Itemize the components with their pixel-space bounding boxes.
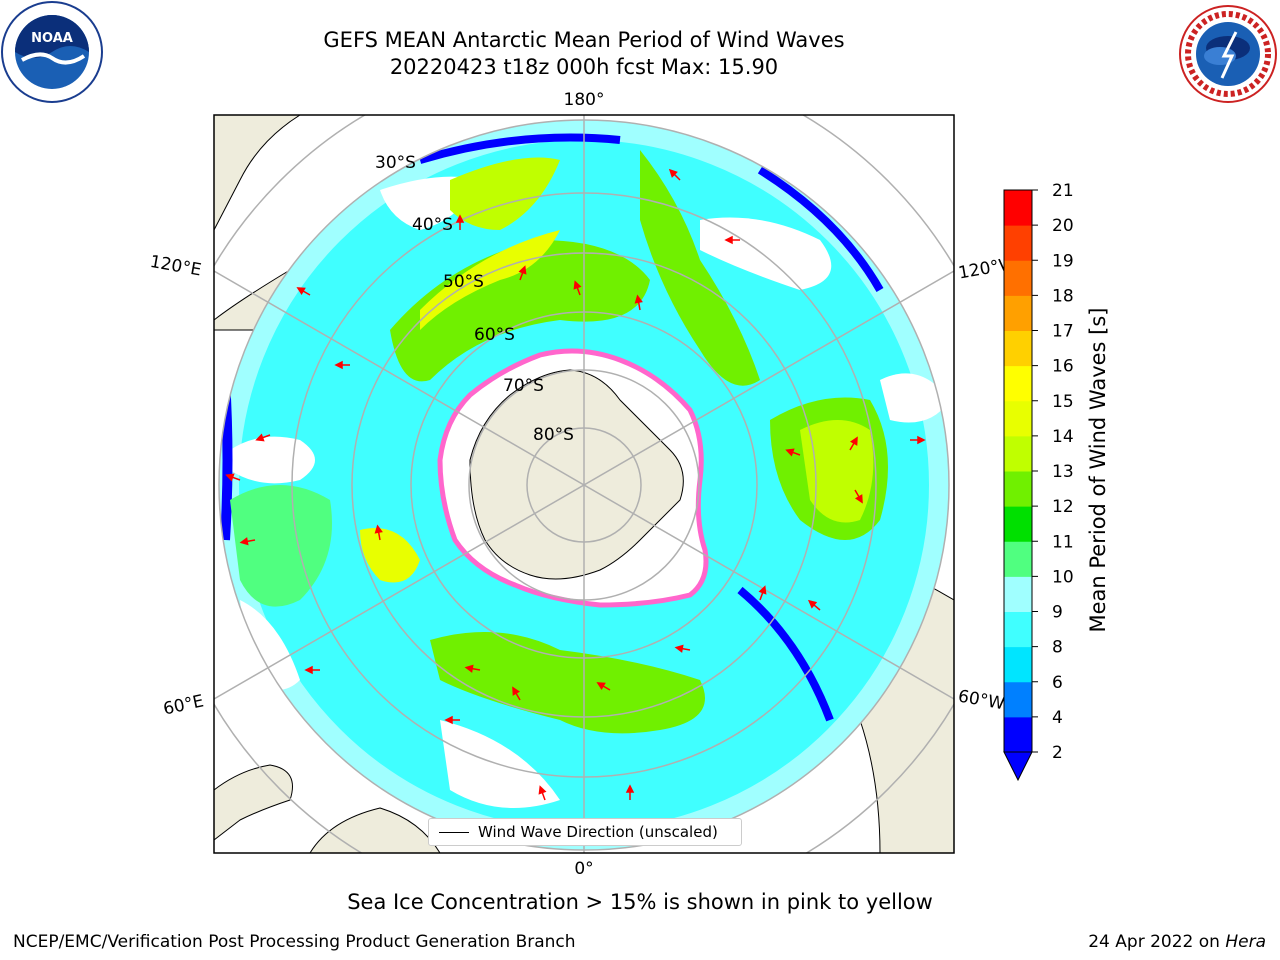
lon-label-120e: 120°E (148, 252, 202, 281)
lon-label-60e: 60°E (161, 691, 205, 719)
colorbar-segment (1004, 506, 1032, 542)
lat-label-80s: 80°S (533, 425, 574, 445)
colorbar-segment (1004, 471, 1032, 507)
lon-label-60w: 60°W (957, 686, 1007, 714)
colorbar-segment (1004, 576, 1032, 612)
colorbar-segment (1004, 541, 1032, 577)
colorbar-tick-label: 19 (1052, 251, 1074, 271)
lat-label-70s: 70°S (503, 376, 544, 396)
colorbar-tick-label: 4 (1052, 708, 1063, 728)
colorbar-tick-label: 14 (1052, 427, 1074, 447)
chart-subtitle-run: 20220423 t18z 000h fcst Max: 15.90 (389, 55, 779, 79)
footer-credit: NCEP/EMC/Verification Post Processing Pr… (13, 932, 576, 952)
noaa-logo-text: NOAA (31, 31, 73, 46)
colorbar-tick-label: 20 (1052, 216, 1074, 236)
colorbar-segment (1004, 330, 1032, 367)
noaa-logo: NOAA (1, 1, 103, 103)
nws-logo (1179, 5, 1277, 103)
wind-arrows (225, 168, 926, 801)
colorbar-segment (1004, 716, 1032, 753)
colorbar-tick-label: 2 (1052, 743, 1063, 763)
colorbar-extend-arrow (1003, 751, 1033, 782)
legend-label: Wind Wave Direction (unscaled) (478, 823, 718, 841)
lat-label-40s: 40°S (412, 215, 453, 235)
colorbar-segment (1004, 260, 1032, 296)
colorbar-tick-label: 18 (1052, 286, 1074, 306)
colorbar-tick-label: 17 (1052, 322, 1074, 342)
colorbar-tick-label: 13 (1052, 462, 1074, 482)
colorbar-tick-label: 10 (1052, 567, 1074, 587)
colorbar-tick-label: 8 (1052, 638, 1063, 658)
colorbar-tick-label: 12 (1052, 497, 1074, 517)
colorbar-tick-label: 21 (1052, 181, 1074, 201)
colorbar-segment (1004, 435, 1032, 472)
colorbar-tick-label: 11 (1052, 532, 1074, 552)
colorbar-segment (1004, 646, 1032, 683)
lat-label-60s: 60°S (474, 325, 515, 345)
map-legend: Wind Wave Direction (unscaled) (428, 818, 742, 846)
colorbar-tick-label: 16 (1052, 357, 1074, 377)
lat-label-50s: 50°S (443, 272, 484, 292)
colorbar-tick-label: 6 (1052, 673, 1063, 693)
colorbar-segment (1004, 225, 1032, 261)
footer-date: 24 Apr 2022 on Hera (1088, 932, 1266, 952)
legend-line-swatch (439, 832, 469, 833)
colorbar-segment (1004, 190, 1032, 226)
chart-title: GEFS MEAN Antarctic Mean Period of Wind … (323, 28, 845, 52)
colorbar-tick-label: 15 (1052, 392, 1074, 412)
colorbar: 2 4 6 8 9 10 11 12 13 14 15 16 17 18 19 20 21 (1003, 181, 1074, 782)
colorbar-segment (1004, 400, 1032, 437)
footer-machine: Hera (1225, 932, 1266, 952)
map-frame (214, 115, 954, 853)
lat-label-30s: 30°S (375, 153, 416, 173)
colorbar-segment (1004, 611, 1032, 648)
map-border (213, 114, 955, 854)
lon-label-0: 0° (574, 859, 593, 879)
colorbar-label: Mean Period of Wind Waves [s] (1086, 308, 1110, 633)
footer-date-text: 24 Apr 2022 on (1088, 932, 1226, 952)
graticule (214, 115, 954, 853)
colorbar-segment (1004, 295, 1032, 331)
colorbar-segment (1004, 365, 1032, 402)
colorbar-tick-label: 9 (1052, 603, 1063, 623)
lon-label-180: 180° (564, 90, 605, 110)
sea-ice-note: Sea Ice Concentration > 15% is shown in … (347, 890, 933, 914)
colorbar-segment (1004, 681, 1032, 718)
